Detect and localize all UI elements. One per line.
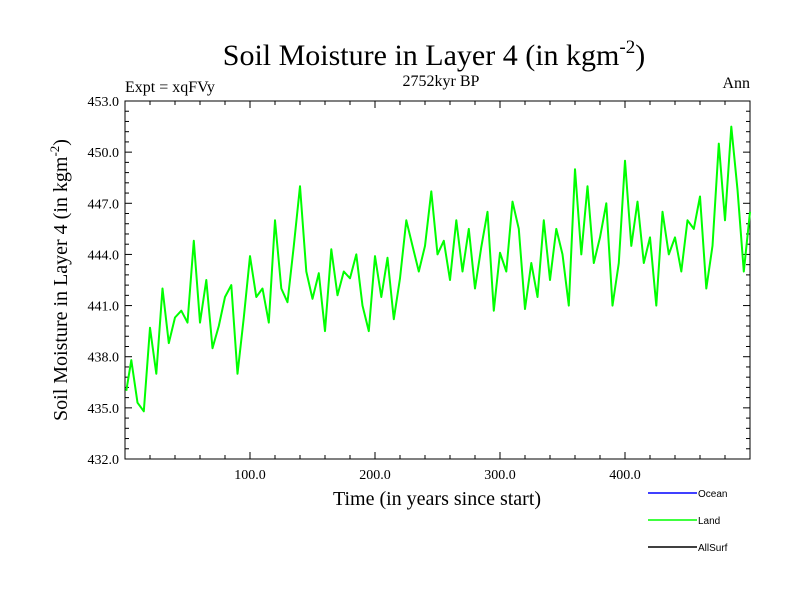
y-tick-label: 453.0 <box>88 95 120 110</box>
x-tick-label: 200.0 <box>359 468 391 483</box>
y-axis-label-superscript: -2 <box>47 146 62 157</box>
x-tick-label: 300.0 <box>484 468 516 483</box>
chart-subtitle: 2752kyr BP <box>403 73 480 90</box>
y-tick-label: 444.0 <box>88 248 120 263</box>
legend-label-ocean: Ocean <box>698 489 727 500</box>
series-group <box>125 125 751 413</box>
chart-title: Soil Moisture in Layer 4 (in kgm-2) <box>223 37 645 72</box>
season-label: Ann <box>722 75 750 92</box>
y-tick-label: 447.0 <box>88 197 120 212</box>
y-tick-label: 450.0 <box>88 146 120 161</box>
series-line-land <box>125 125 751 413</box>
x-axis: 100.0 200.0 300.0 400.0 <box>149 101 726 483</box>
chart-title-superscript: -2 <box>619 37 635 58</box>
x-tick-label: 100.0 <box>234 468 266 483</box>
plot-frame <box>124 100 751 460</box>
x-tick-label: 400.0 <box>609 468 641 483</box>
y-axis-label-text: Soil Moisture in Layer 4 (in kgm <box>50 156 72 421</box>
legend-label-land: Land <box>698 516 720 527</box>
y-tick-label: 441.0 <box>88 300 120 315</box>
legend: Ocean Land AllSurf <box>648 489 728 554</box>
chart-title-text: Soil Moisture in Layer 4 (in kgm <box>223 39 620 72</box>
y-axis-label: Soil Moisture in Layer 4 (in kgm-2) <box>47 139 72 421</box>
chart-title-close: ) <box>635 39 645 72</box>
y-tick-label: 438.0 <box>88 351 120 366</box>
y-tick-label: 435.0 <box>88 402 120 417</box>
y-axis: 432.0 435.0 438.0 441.0 444.0 447.0 450.0 453.0 <box>88 95 750 468</box>
experiment-label: Expt = xqFVy <box>125 79 215 96</box>
x-axis-label: Time (in years since start) <box>333 488 541 510</box>
y-axis-label-close: ) <box>50 139 72 146</box>
y-tick-label: 432.0 <box>88 453 120 468</box>
legend-label-allsurf: AllSurf <box>698 543 728 554</box>
